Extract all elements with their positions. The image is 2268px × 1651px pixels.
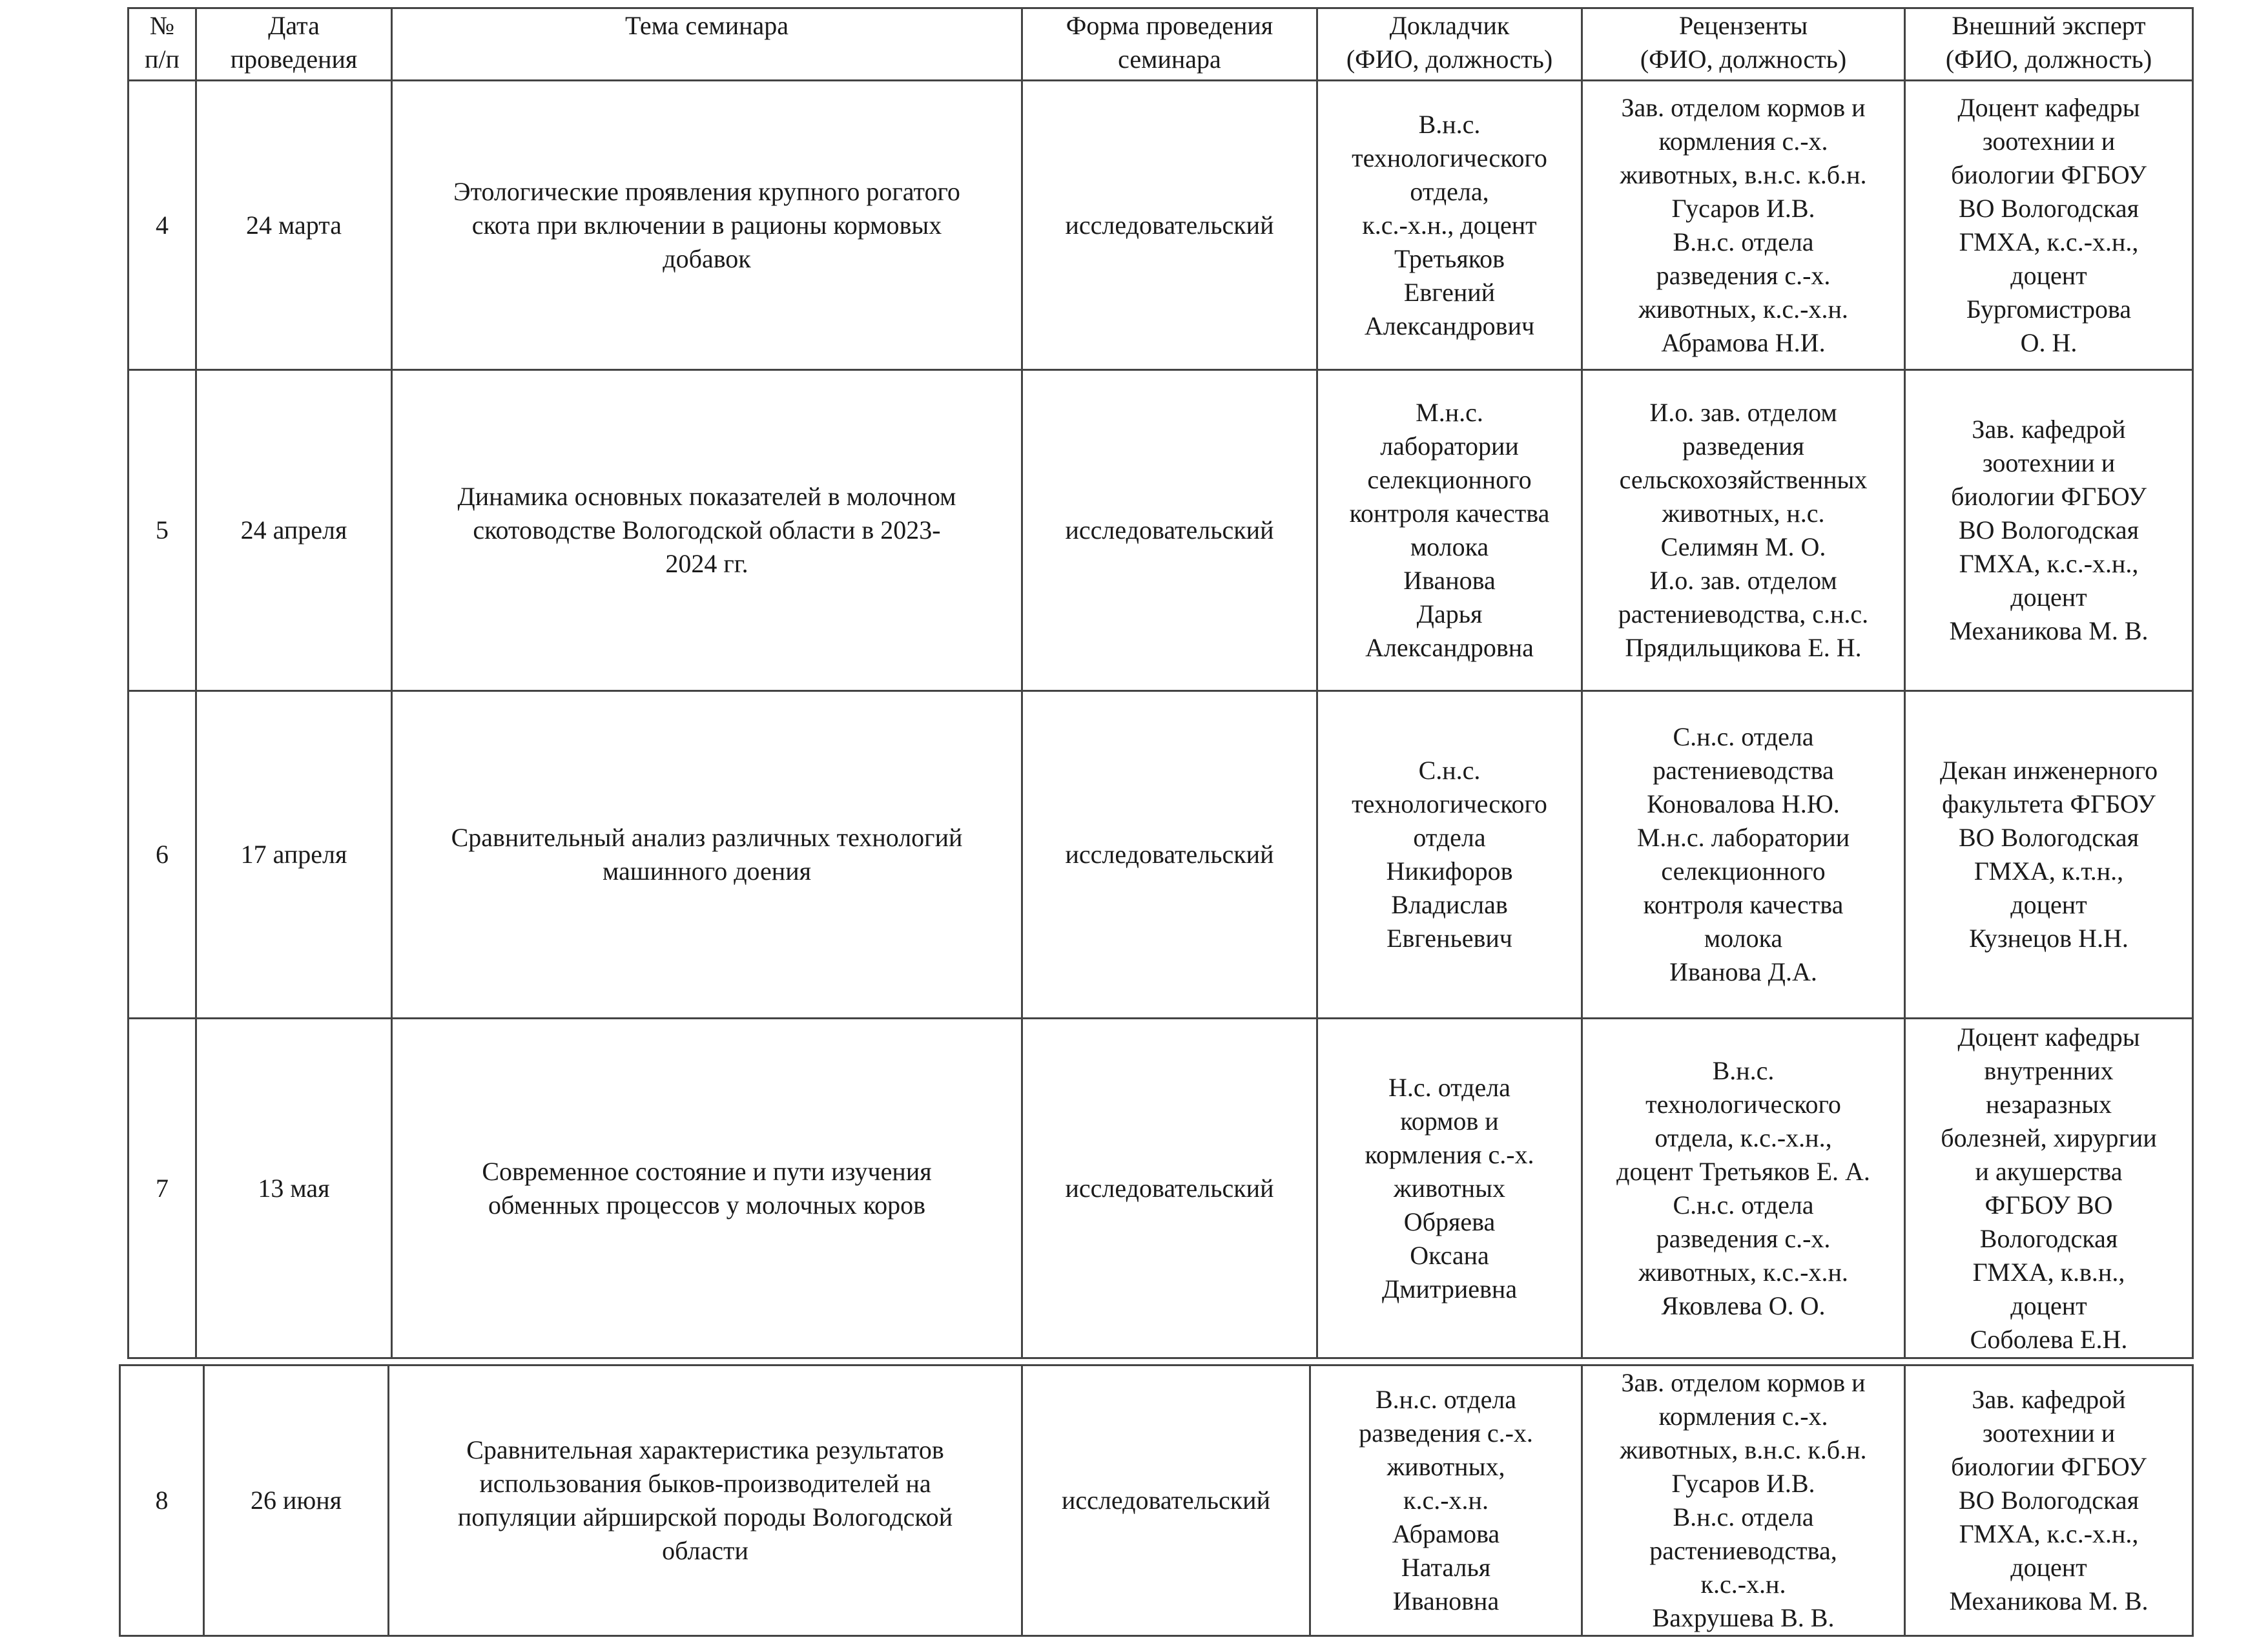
table-row: 7 13 мая Современное состояние и пути из… <box>127 1017 2194 1359</box>
header-expert: Внешний эксперт (ФИО, должность) <box>1904 7 2194 81</box>
cell-speaker: С.н.с. технологического отдела Никифоров… <box>1316 690 1583 1019</box>
cell-date: 24 апреля <box>195 369 393 692</box>
cell-num: 4 <box>127 79 197 371</box>
cell-speaker: В.н.с. отдела разведения с.-х. животных,… <box>1309 1364 1583 1637</box>
header-form: Форма проведения семинара <box>1021 7 1318 81</box>
cell-reviewers: С.н.с. отдела растениеводства Коновалова… <box>1581 690 1906 1019</box>
cell-speaker: В.н.с. технологического отдела, к.с.-х.н… <box>1316 79 1583 371</box>
cell-date: 17 апреля <box>195 690 393 1019</box>
seminar-table-continued: 8 26 июня Сравнительная характеристика р… <box>119 1364 2194 1637</box>
header-speaker: Докладчик (ФИО, должность) <box>1316 7 1583 81</box>
table-row: 4 24 марта Этологические проявления круп… <box>127 79 2194 371</box>
cell-topic: Сравнительный анализ различных технологи… <box>391 690 1023 1019</box>
cell-topic: Сравнительная характеристика результатов… <box>387 1364 1023 1637</box>
table-header: № п/п Дата проведения Тема семинара Форм… <box>127 7 2194 81</box>
cell-topic: Этологические проявления крупного рогато… <box>391 79 1023 371</box>
cell-date: 26 июня <box>203 1364 389 1637</box>
table-row: 5 24 апреля Динамика основных показателе… <box>127 369 2194 692</box>
header-date: Дата проведения <box>195 7 393 81</box>
cell-num: 5 <box>127 369 197 692</box>
cell-num: 6 <box>127 690 197 1019</box>
cell-date: 13 мая <box>195 1017 393 1359</box>
cell-form: исследовательский <box>1021 369 1318 692</box>
cell-topic: Динамика основных показателей в молочном… <box>391 369 1023 692</box>
cell-expert: Зав. кафедрой зоотехнии и биологии ФГБОУ… <box>1904 1364 2194 1637</box>
cell-reviewers: В.н.с. технологического отдела, к.с.-х.н… <box>1581 1017 1906 1359</box>
cell-form: исследовательский <box>1021 79 1318 371</box>
cell-reviewers: Зав. отделом кормов и кормления с.-х. жи… <box>1581 79 1906 371</box>
cell-reviewers: Зав. отделом кормов и кормления с.-х. жи… <box>1581 1364 1906 1637</box>
header-reviewers: Рецензенты (ФИО, должность) <box>1581 7 1906 81</box>
cell-date: 24 марта <box>195 79 393 371</box>
header-topic: Тема семинара <box>391 7 1023 81</box>
cell-topic: Современное состояние и пути изучения об… <box>391 1017 1023 1359</box>
cell-expert: Доцент кафедры внутренних незаразных бол… <box>1904 1017 2194 1359</box>
cell-num: 8 <box>119 1364 205 1637</box>
cell-reviewers: И.о. зав. отделом разведения сельскохозя… <box>1581 369 1906 692</box>
table-row: 6 17 апреля Сравнительный анализ различн… <box>127 690 2194 1019</box>
cell-num: 7 <box>127 1017 197 1359</box>
cell-form: исследовательский <box>1021 690 1318 1019</box>
cell-expert: Декан инженерного факультета ФГБОУ ВО Во… <box>1904 690 2194 1019</box>
cell-speaker: Н.с. отдела кормов и кормления с.-х. жив… <box>1316 1017 1583 1359</box>
cell-expert: Доцент кафедры зоотехнии и биологии ФГБО… <box>1904 79 2194 371</box>
cell-expert: Зав. кафедрой зоотехнии и биологии ФГБОУ… <box>1904 369 2194 692</box>
table-row: 8 26 июня Сравнительная характеристика р… <box>119 1364 2194 1637</box>
cell-form: исследовательский <box>1021 1364 1311 1637</box>
seminar-table: № п/п Дата проведения Тема семинара Форм… <box>127 7 2194 1359</box>
header-num: № п/п <box>127 7 197 81</box>
cell-form: исследовательский <box>1021 1017 1318 1359</box>
cell-speaker: М.н.с. лаборатории селекционного контрол… <box>1316 369 1583 692</box>
